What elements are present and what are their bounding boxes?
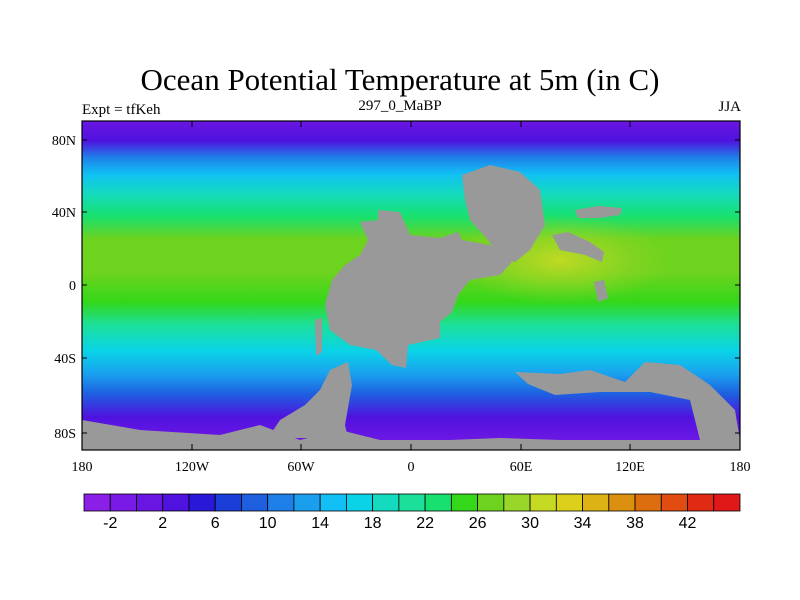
colorbar-label: 38 xyxy=(626,515,644,532)
colorbar-label: 34 xyxy=(574,515,592,532)
colorbar-label: 18 xyxy=(364,515,382,532)
colorbar-swatch xyxy=(660,493,688,512)
colorbar-swatch xyxy=(162,493,190,512)
colorbar-label: 22 xyxy=(416,515,434,532)
colorbar-swatch xyxy=(214,493,242,512)
pangaea-landmass xyxy=(325,210,512,368)
colorbar-swatch xyxy=(293,493,321,512)
colorbar-swatch xyxy=(372,493,400,512)
small-island xyxy=(594,280,608,302)
colorbar-label: 10 xyxy=(259,515,277,532)
colorbar-swatch xyxy=(477,493,505,512)
colorbar-swatch xyxy=(450,493,478,512)
colorbar-label: 6 xyxy=(211,515,220,532)
axis-ticks: 80N 40N 0 40S 80S 180 120W 60W 0 60E 120E 180 xyxy=(52,121,751,475)
colorbar-swatch xyxy=(608,493,636,512)
colorbar-swatch xyxy=(188,493,216,512)
lon-tick-label: 180 xyxy=(72,460,93,475)
colorbar-label: 14 xyxy=(311,515,329,532)
colorbar-swatch xyxy=(83,493,111,512)
colorbar-swatch xyxy=(687,493,715,512)
colorbar-label: 26 xyxy=(469,515,487,532)
lon-tick-label: 60E xyxy=(510,460,533,475)
lon-tick-label: 60W xyxy=(287,460,315,475)
colorbar-label: 42 xyxy=(679,515,697,532)
northern-landmass xyxy=(462,165,545,262)
colorbar-swatch xyxy=(267,493,295,512)
colorbar-swatch xyxy=(136,493,164,512)
colorbar-swatch xyxy=(424,493,452,512)
colorbar-swatch xyxy=(345,493,374,512)
colorbar-label: 30 xyxy=(521,515,539,532)
colorbar-swatch xyxy=(555,493,583,512)
lat-tick-label: 40N xyxy=(52,206,76,221)
colorbar-swatch xyxy=(529,493,557,512)
lat-tick-label: 40S xyxy=(54,352,76,367)
colorbar: -2 2 6 10 14 18 22 26 30 34 38 42 xyxy=(83,493,741,532)
colorbar-swatch xyxy=(713,493,741,512)
season-label: JJA xyxy=(718,99,741,115)
colorbar-swatch xyxy=(582,493,610,512)
time-label: 297_0_MaBP xyxy=(358,98,442,114)
colorbar-swatch xyxy=(398,493,426,512)
lat-tick-label: 0 xyxy=(69,279,76,294)
lon-tick-label: 0 xyxy=(408,460,415,475)
lat-tick-label: 80S xyxy=(54,427,76,442)
east-island xyxy=(552,232,604,262)
colorbar-label: -2 xyxy=(103,515,117,532)
colorbar-swatch xyxy=(241,493,269,512)
lon-tick-label: 180 xyxy=(730,460,751,475)
antarctica-landmass xyxy=(82,420,740,450)
southwest-peninsula xyxy=(268,362,352,438)
colorbar-swatch xyxy=(503,493,531,512)
colorbar-label: 2 xyxy=(158,515,167,532)
lon-tick-label: 120E xyxy=(615,460,645,475)
colorbar-swatch xyxy=(634,493,662,512)
southwest-strip xyxy=(315,318,322,356)
lon-tick-label: 120W xyxy=(175,460,210,475)
colorbar-swatch xyxy=(109,493,137,512)
experiment-label: Expt = tfKeh xyxy=(82,102,161,118)
southeast-landmass xyxy=(515,362,740,440)
colorbar-swatch xyxy=(319,493,347,512)
northeast-island xyxy=(575,206,622,218)
map-title: Ocean Potential Temperature at 5m (in C) xyxy=(140,62,660,97)
map-field xyxy=(82,121,740,450)
lat-tick-label: 80N xyxy=(52,134,76,149)
